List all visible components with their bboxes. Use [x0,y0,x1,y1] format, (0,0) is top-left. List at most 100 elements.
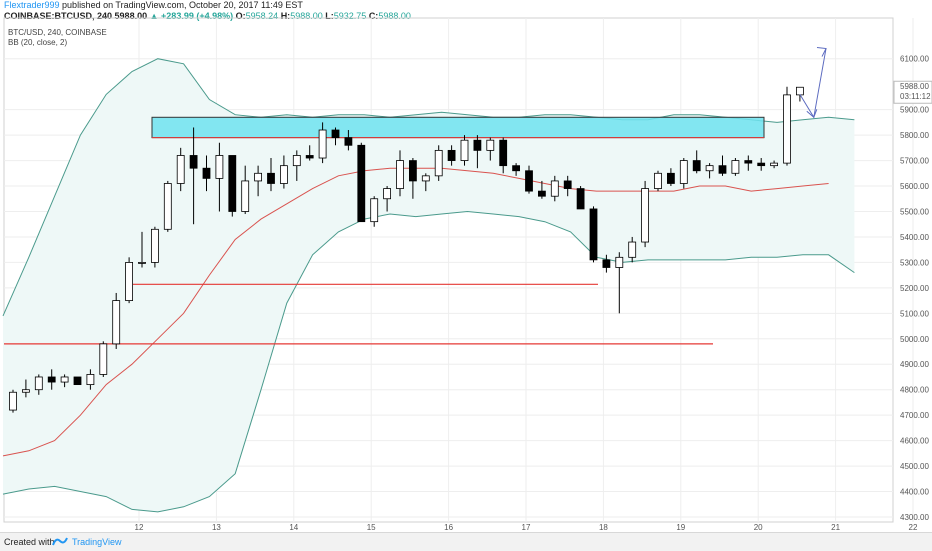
x-tick-label: 21 [831,523,840,532]
candle-up [615,256,624,268]
drawings [4,116,765,345]
candle-up [550,180,559,197]
candle-down [47,376,56,383]
low-value: 5932.75 [333,11,367,21]
candle-up [641,188,649,243]
price-axis[interactable]: 4300.00 4400.00 4500.00 4600.00 4700.00 4800.… [893,55,932,522]
candle-up [99,343,108,375]
y-tick-label: 4300.00 [900,513,929,522]
candle-down [267,172,275,184]
candle-up [34,376,43,391]
candle-up [112,300,121,345]
candle-down [473,139,482,151]
y-tick-label: 5800.00 [900,131,929,140]
candle-down [602,259,611,268]
candle-up [215,155,224,179]
candle-down [408,160,417,182]
countdown-label: 03:11:12 [900,92,931,101]
indicator-legend[interactable]: BB (20, close, 2) [8,38,68,47]
chart-legend: BTC/USD, 240, COINBASE BB (20, close, 2) [8,28,107,48]
candle-down [344,137,353,146]
candle-up [292,155,301,167]
y-tick-label: 5100.00 [900,309,929,318]
candle-up [460,139,469,161]
candle-up [421,175,430,182]
candle-down [228,155,237,212]
candle-up [241,180,250,212]
y-tick-label: 5400.00 [900,233,929,242]
candle-down [357,144,366,223]
candle-up [796,86,804,96]
open-value: 5958.24 [245,11,279,21]
last-price: 5988.00 [114,11,148,21]
current-price-label: 5988.00 [900,82,929,91]
candle-up [705,165,714,172]
y-tick-label: 5900.00 [900,106,929,115]
lower-band-line [2,210,855,513]
tradingview-brand-link[interactable]: TradingView [72,537,122,547]
candle-up [370,198,379,223]
created-with-label: Created with [4,537,55,547]
candle-up [783,94,791,164]
close-value: 5988.00 [378,11,411,21]
author-link[interactable]: Flextrader999 [4,0,60,10]
arrow-head [816,47,827,57]
candle-up [125,262,133,301]
x-tick-label: 20 [754,523,763,532]
x-tick-label: 19 [676,523,685,532]
candle-up [176,155,185,184]
candle-up [9,391,17,411]
series-legend[interactable]: BTC/USD, 240, COINBASE [8,28,107,37]
ohlc-line: COINBASE:BTCUSD, 240 5988.00 ▲ +283.99 (… [4,11,411,22]
candle-down [305,155,314,159]
candle-up [138,262,146,264]
candle-up [628,241,637,258]
candle-down [538,190,546,197]
candle-down [189,155,198,169]
candle-up [60,376,69,383]
y-tick-label: 4400.00 [900,488,929,497]
publish-line: Flextrader999 published on TradingView.c… [4,0,411,11]
arrow-head-mid [806,109,818,119]
y-tick-label: 4600.00 [900,437,929,446]
candle-up [279,165,288,184]
x-tick-label: 15 [367,523,376,532]
candle-down [202,167,211,179]
candle-down [447,149,456,161]
candle-down [563,180,572,189]
x-tick-label: 18 [599,523,608,532]
candle-down [667,172,675,184]
y-tick-label: 5200.00 [900,284,929,293]
candle-up [434,149,443,177]
candle-down [73,376,82,386]
open-label: O: [235,11,246,21]
candle-down [692,160,701,172]
candle-up [21,389,30,393]
y-tick-label: 4800.00 [900,386,929,395]
price-chart[interactable]: 4300.00 4400.00 4500.00 4600.00 4700.00 4800.… [0,0,932,532]
high-label: H: [280,11,291,21]
projection-drawing [799,47,827,119]
candle-up [731,160,740,174]
y-tick-label: 5600.00 [900,182,929,191]
x-tick-label: 17 [522,523,531,532]
y-tick-label: 5500.00 [900,207,929,216]
close-label: C: [368,11,379,21]
candle-up [150,228,159,263]
y-tick-label: 4900.00 [900,360,929,369]
candle-down [512,165,520,172]
low-label: L: [325,11,334,21]
high-value: 5988.00 [290,11,323,21]
candle-down [499,139,508,167]
candles [9,86,804,413]
candle-down [525,170,533,192]
candle-up [486,139,495,151]
x-tick-label: 16 [444,523,453,532]
time-axis[interactable]: 12 13 14 15 16 17 18 19 20 21 22 [135,523,918,532]
candle-up [86,374,95,386]
candle-up [383,188,392,200]
candle-up [770,162,778,167]
x-tick-label: 12 [135,523,144,532]
candle-down [718,165,727,174]
candle-down [331,129,340,139]
